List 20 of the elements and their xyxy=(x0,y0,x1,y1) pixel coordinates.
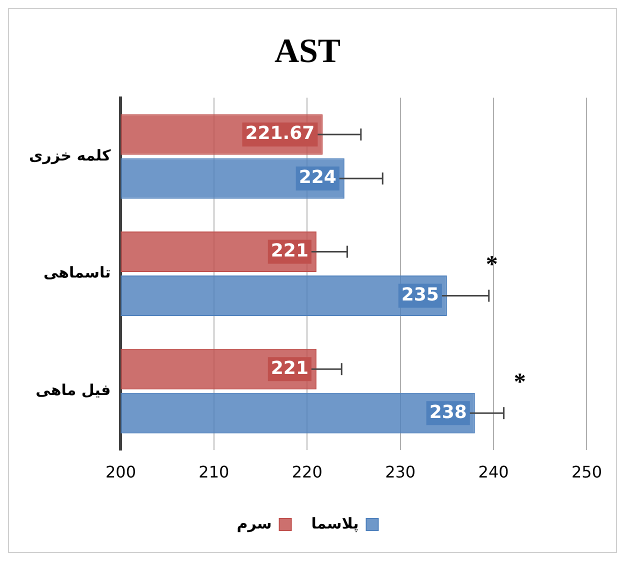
data-label: 221 xyxy=(270,240,308,262)
y-tick-label: فیل ماهی xyxy=(36,381,111,400)
legend-label: سرم xyxy=(236,514,272,532)
data-label: 235 xyxy=(401,284,439,306)
data-label: 221.67 xyxy=(245,123,315,144)
x-tick-label: 240 xyxy=(478,462,509,482)
y-tick-label: تاسماهی xyxy=(43,264,111,282)
x-tick-label: 200 xyxy=(105,462,136,482)
data-label: 221 xyxy=(270,358,308,379)
x-tick-label: 220 xyxy=(292,462,322,482)
x-tick-label: 210 xyxy=(198,462,230,482)
data-label: 224 xyxy=(298,167,336,188)
annotation: * xyxy=(486,252,498,278)
legend-label: پلاسما xyxy=(311,514,359,532)
chart-title: AST xyxy=(274,33,341,70)
data-label: 238 xyxy=(429,402,467,423)
y-tick-label: کلمه خزری xyxy=(28,146,112,164)
x-tick-label: 250 xyxy=(571,462,602,482)
x-tick-label: 230 xyxy=(385,462,416,482)
annotation: * xyxy=(514,369,526,396)
